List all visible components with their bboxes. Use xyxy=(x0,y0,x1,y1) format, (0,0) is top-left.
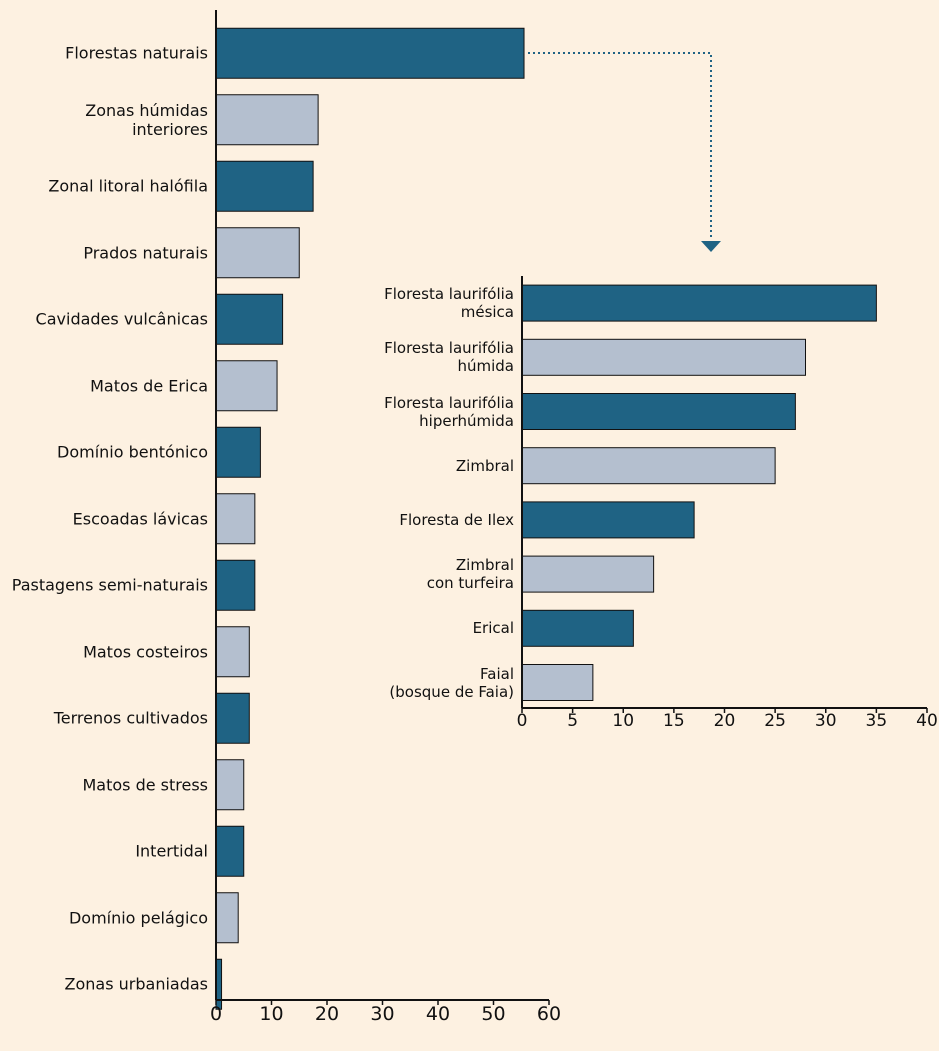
y-tick-label: Zonas urbaniadas xyxy=(64,974,208,994)
y-tick-label: Floresta laurifólia hiperhúmida xyxy=(384,393,514,430)
y-tick-label: Floresta laurifólia húmida xyxy=(384,339,514,376)
bar xyxy=(215,626,250,678)
y-tick-label: Zimbral con turfeira xyxy=(426,556,514,593)
y-tick-label: Prados naturais xyxy=(83,243,208,263)
bar xyxy=(215,426,261,478)
x-tick-label: 10 xyxy=(612,711,635,731)
x-tick-label: 35 xyxy=(865,711,888,731)
bar xyxy=(215,293,284,345)
x-tick-label: 5 xyxy=(567,711,579,731)
y-tick-label: Faial (bosque de Faia) xyxy=(389,664,514,701)
x-tick-label: 20 xyxy=(713,711,736,731)
bar xyxy=(215,692,250,744)
arrow-head xyxy=(701,241,721,252)
bar xyxy=(521,447,776,485)
bar xyxy=(521,664,594,701)
bar xyxy=(215,227,300,279)
y-tick-label: Erical xyxy=(472,619,514,638)
y-tick-label: Floresta laurifólia mésica xyxy=(384,285,514,322)
bar xyxy=(521,501,695,539)
bar xyxy=(215,27,525,79)
x-tick-label: 30 xyxy=(370,1003,395,1025)
bar xyxy=(215,892,239,944)
y-tick-label: Matos de Erica xyxy=(90,376,208,396)
y-tick-label: Intertidal xyxy=(135,841,208,861)
bar xyxy=(215,360,278,412)
bar xyxy=(215,493,256,545)
y-tick-label: Matos de stress xyxy=(82,775,208,795)
bar xyxy=(521,609,634,647)
connector-arrow xyxy=(528,52,712,240)
x-tick-label: 60 xyxy=(536,1003,562,1025)
y-tick-label: Cavidades vulcânicas xyxy=(35,309,208,329)
bar xyxy=(215,759,245,811)
bar xyxy=(215,559,256,611)
y-tick-label: Florestas naturais xyxy=(65,43,208,63)
bar xyxy=(521,393,796,430)
y-tick-label: Zimbral xyxy=(455,456,514,475)
bar xyxy=(215,160,314,212)
x-tick-label: 0 xyxy=(209,1003,223,1025)
y-tick-label: Matos costeiros xyxy=(83,642,208,662)
bar xyxy=(215,94,319,146)
y-tick-label: Zonas húmidas interiores xyxy=(85,100,208,139)
x-tick-label: 40 xyxy=(425,1003,451,1025)
x-tick-label: 30 xyxy=(814,711,837,731)
y-tick-label: Terrenos cultivados xyxy=(53,708,208,728)
bar xyxy=(521,284,877,322)
bar xyxy=(521,338,806,376)
x-tick-label: 50 xyxy=(481,1003,506,1025)
x-tick-label: 20 xyxy=(314,1003,340,1025)
y-tick-label: Floresta de Ilex xyxy=(399,510,514,529)
y-tick-label: Domínio bentónico xyxy=(57,442,208,462)
bar xyxy=(521,555,655,593)
y-tick-label: Escoadas lávicas xyxy=(72,509,208,529)
y-tick-label: Zonal litoral halófila xyxy=(48,176,208,196)
bar xyxy=(215,825,245,877)
x-tick-label: 25 xyxy=(764,711,786,731)
x-tick-label: 10 xyxy=(259,1003,284,1025)
x-tick-label: 40 xyxy=(916,711,938,731)
x-tick-label: 15 xyxy=(663,711,685,731)
y-tick-label: Domínio pelágico xyxy=(68,908,208,928)
y-tick-label: Pastagens semi-naturais xyxy=(11,575,208,595)
x-tick-label: 0 xyxy=(516,711,528,731)
